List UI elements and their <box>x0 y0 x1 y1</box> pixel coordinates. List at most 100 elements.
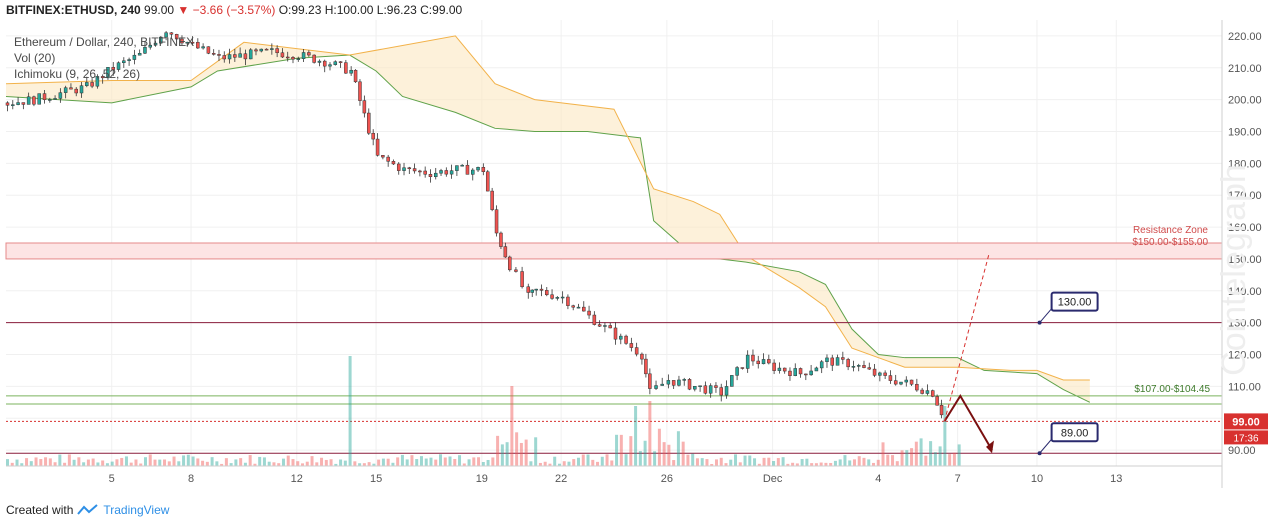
volume-bar <box>933 452 937 466</box>
candle-body <box>777 367 782 371</box>
candle-body <box>381 155 385 158</box>
candle-body <box>460 164 464 167</box>
callout-anchor <box>1037 320 1042 325</box>
volume-bar <box>886 454 890 466</box>
volume-bar <box>110 461 114 466</box>
candle-body <box>788 370 792 376</box>
volume-bar <box>619 434 623 466</box>
candle-body <box>640 353 644 360</box>
y-tick-label: 210.00 <box>1228 63 1262 75</box>
candle-body <box>490 190 494 210</box>
volume-bar <box>301 463 305 466</box>
candle-body <box>412 168 417 172</box>
candle-body <box>127 59 131 61</box>
volume-bar <box>929 441 933 466</box>
volume-bar <box>177 461 181 466</box>
volume-bar <box>439 454 443 466</box>
volume-bar <box>400 454 404 466</box>
volume-bar <box>657 428 661 466</box>
support-zone-label: $107.00-$104.45 <box>1134 384 1210 395</box>
arrow-head-icon <box>986 440 995 454</box>
volume-bar <box>272 462 276 466</box>
current-price-value: 99.00 <box>1232 416 1260 428</box>
volume-bar <box>891 455 895 466</box>
candle-body <box>735 367 739 376</box>
volume-bar <box>776 458 780 466</box>
volume-bar <box>534 437 538 466</box>
candle-body <box>566 296 570 306</box>
volume-bar <box>196 458 200 466</box>
candle-body <box>42 93 47 100</box>
volume-bar <box>172 456 176 466</box>
candle-body <box>508 256 512 271</box>
volume-bar <box>224 458 228 466</box>
candle-body <box>233 54 237 58</box>
tradingview-link[interactable]: TradingView <box>103 503 170 517</box>
candle-body <box>603 325 607 327</box>
volume-bar <box>867 459 871 466</box>
candle-body <box>259 48 264 52</box>
candle-body <box>11 104 15 106</box>
y-tick-label: 160.00 <box>1228 222 1262 234</box>
footer: Created with TradingView <box>6 503 169 517</box>
price-axis[interactable]: 220.00 210.00 200.00 190.00 180.00 170.00 160.… <box>1224 31 1268 457</box>
x-tick-label: Dec <box>763 473 783 485</box>
resistance-zone <box>5 242 1223 260</box>
candle-body <box>730 375 734 387</box>
volume-bar <box>486 459 490 466</box>
candle-body <box>222 55 227 60</box>
candle-body <box>767 359 771 364</box>
candle-body <box>904 379 909 383</box>
candle-body <box>629 343 634 348</box>
candle-body <box>576 306 581 309</box>
volume-bar <box>510 386 514 466</box>
candle-body <box>909 379 914 385</box>
candle-body <box>69 87 73 90</box>
volume-bar <box>924 455 928 466</box>
volume-bar <box>748 455 752 466</box>
volume-bar <box>952 452 956 466</box>
volume-bar <box>20 463 24 466</box>
volume-bar <box>415 459 419 466</box>
callout-box <box>1050 291 1099 312</box>
callout-box <box>1050 422 1099 443</box>
volume-bar <box>724 463 728 466</box>
volume-bar <box>91 458 95 466</box>
legend-volume[interactable]: Vol (20) <box>14 51 56 65</box>
volume-bar <box>53 462 57 466</box>
candle-body <box>243 53 248 60</box>
candle-body <box>174 34 179 40</box>
volume-bar <box>819 462 823 466</box>
x-tick-label: 8 <box>188 473 194 485</box>
candle-body <box>471 169 475 175</box>
legend-ichimoku[interactable]: Ichimoku (9, 26, 52, 26) <box>14 67 141 81</box>
volume-bar <box>10 462 14 466</box>
callout-anchor <box>1037 451 1042 456</box>
candle-body <box>211 53 216 55</box>
volume-bar <box>700 458 704 466</box>
candle-body <box>526 286 531 293</box>
volume-bar <box>500 444 504 466</box>
projection-arrow <box>943 393 993 451</box>
y-tick-label: 220.00 <box>1228 31 1262 43</box>
volume-bar <box>543 461 547 466</box>
volume-bar <box>824 462 828 466</box>
candle-body <box>349 69 353 74</box>
candle-body <box>137 53 142 56</box>
candle-body <box>180 38 184 44</box>
candle-body <box>143 46 147 54</box>
volume-bar <box>120 457 124 466</box>
volume-bar <box>734 454 738 466</box>
candle-body <box>391 161 396 165</box>
time-axis[interactable]: 5 8 12 15 19 22 26 Dec 4 7 10 13 <box>109 473 1123 485</box>
candle-body <box>227 54 232 60</box>
candle-body <box>201 46 205 49</box>
candle-body <box>444 170 449 175</box>
legend-series[interactable]: Ethereum / Dollar, 240, BITFINEX <box>14 35 195 49</box>
candle-body <box>375 138 380 156</box>
candle-body <box>888 375 893 381</box>
ohlc-values: O:99.23 H:100.00 L:96.23 C:99.00 <box>278 3 463 17</box>
candle-body <box>196 41 200 49</box>
candle-body <box>148 44 152 48</box>
